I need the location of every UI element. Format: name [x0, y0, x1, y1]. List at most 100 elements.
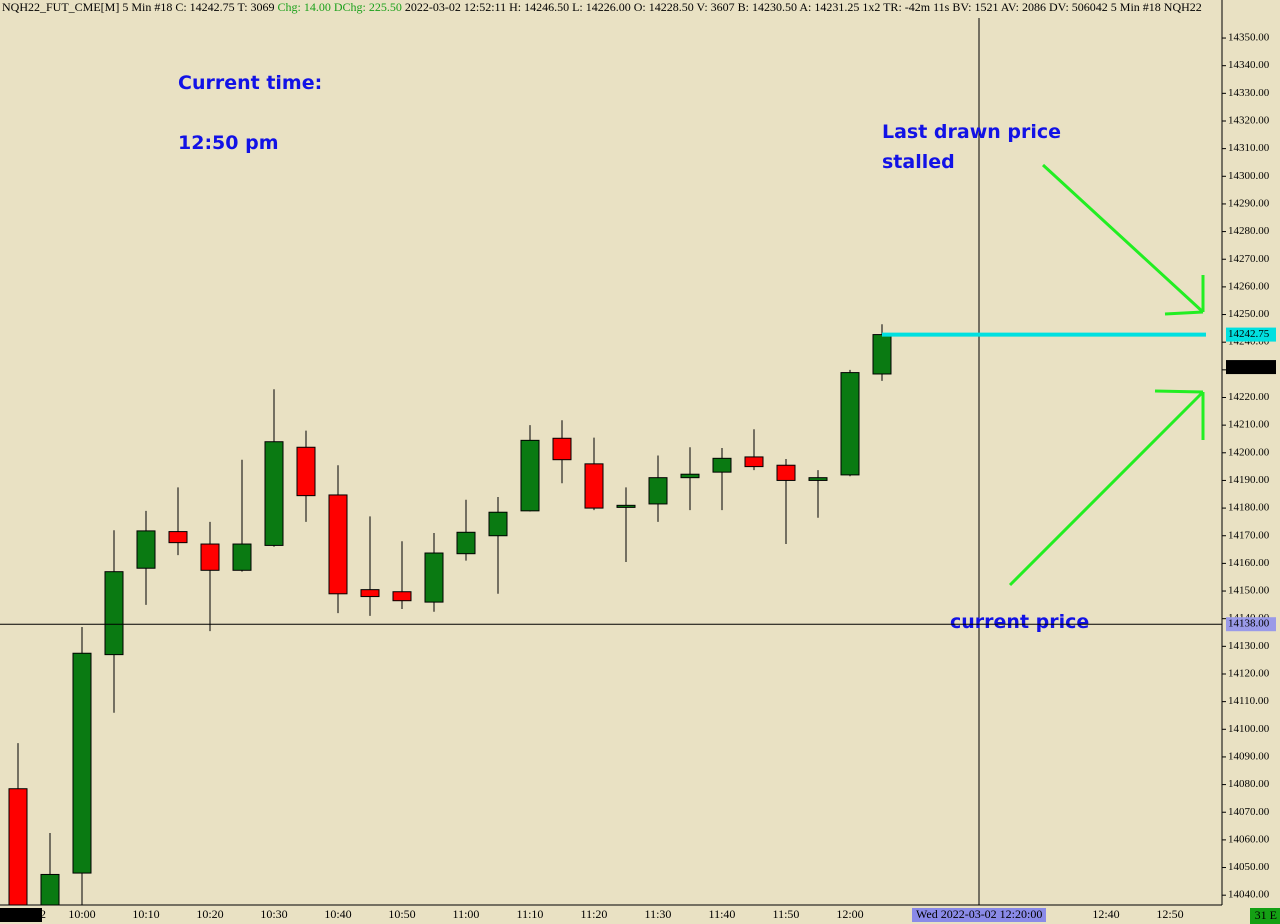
y-tick-label: 14110.00 — [1228, 695, 1269, 707]
y-tick-label: 14250.00 — [1228, 308, 1270, 320]
status-text: NQH22_FUT_CME[M] 5 Min #18 C: 14242.75 T… — [2, 0, 278, 14]
arrow-head — [1164, 310, 1204, 316]
annotation: current price — [950, 611, 1089, 633]
candle-body — [232, 543, 252, 571]
candle-body — [360, 589, 380, 598]
y-tick-label: 14080.00 — [1228, 778, 1270, 790]
price-label-box — [1226, 360, 1276, 375]
y-tick-label: 14310.00 — [1228, 142, 1270, 154]
y-tick-label: 14330.00 — [1228, 87, 1270, 99]
arrow-head — [1154, 389, 1204, 394]
x-tick-label: 10:00 — [68, 907, 95, 921]
annotation: stalled — [882, 151, 955, 173]
status-text: 2022-03-02 12:52:11 H: 14246.50 L: 14226… — [405, 0, 1202, 14]
arrow — [1008, 390, 1205, 587]
candle-body — [296, 446, 316, 497]
x-tick-label: 12:00 — [836, 907, 863, 921]
x-tick-label: 10:20 — [196, 907, 223, 921]
candle-body — [776, 464, 796, 481]
x-tick-label: 11:00 — [453, 907, 480, 921]
y-tick-label: 14270.00 — [1228, 253, 1270, 265]
x-tick-label: 10:10 — [132, 907, 159, 921]
candle-body — [456, 531, 476, 555]
y-tick-label: 14220.00 — [1228, 391, 1270, 403]
annotation: Current time: — [178, 72, 322, 94]
y-tick-label: 14150.00 — [1228, 585, 1270, 597]
y-tick-label: 14290.00 — [1228, 197, 1270, 209]
candle-body — [264, 441, 284, 546]
x-tick-label: 2022-3-2 — [2, 907, 46, 921]
x-tick-label: 12:50 — [1156, 907, 1183, 921]
y-tick-label: 14180.00 — [1228, 502, 1270, 514]
price-label: 14138.00 — [1228, 618, 1270, 630]
y-tick-label: 14280.00 — [1228, 225, 1270, 237]
bar-counter: 31 E — [1255, 908, 1277, 922]
arrows — [1008, 163, 1205, 587]
candle-body — [136, 530, 156, 569]
y-tick-label: 14200.00 — [1228, 446, 1270, 458]
arrow — [1041, 163, 1205, 314]
x-tick-label: 11:10 — [517, 907, 544, 921]
x-tick-label: 12:40 — [1092, 907, 1119, 921]
y-tick-label: 14090.00 — [1228, 750, 1270, 762]
candle-body — [840, 372, 860, 476]
candle-body — [648, 477, 668, 505]
y-tick-label: 14050.00 — [1228, 861, 1270, 873]
y-tick-label: 14160.00 — [1228, 557, 1270, 569]
y-tick-label: 14060.00 — [1228, 833, 1270, 845]
candle-body — [744, 456, 764, 468]
candle-body — [392, 591, 412, 602]
candle-body — [424, 552, 444, 603]
y-tick-label: 14040.00 — [1228, 889, 1270, 901]
y-tick-label: 14210.00 — [1228, 419, 1270, 431]
candle-body — [72, 652, 92, 874]
y-tick-label: 14340.00 — [1228, 59, 1270, 71]
y-tick-label: 14190.00 — [1228, 474, 1270, 486]
candle-body — [680, 473, 700, 479]
candle-body — [168, 531, 188, 544]
price-label-box — [1226, 327, 1276, 342]
candle-body — [8, 788, 28, 905]
candle-body — [872, 334, 892, 375]
plot-area — [8, 324, 892, 905]
candle-body — [104, 571, 124, 656]
price-label: 14231.00 — [1228, 361, 1270, 373]
bar-counter-box — [1250, 908, 1280, 924]
y-tick-label: 14130.00 — [1228, 640, 1270, 652]
annotation: Last drawn price — [882, 121, 1061, 143]
candle-body — [40, 873, 60, 905]
status-text: Chg: 14.00 DChg: 225.50 — [278, 0, 405, 14]
candle-body — [808, 477, 828, 481]
annotation: 12:50 pm — [178, 132, 279, 154]
price-label: 14242.75 — [1228, 328, 1270, 340]
y-tick-label: 14070.00 — [1228, 806, 1270, 818]
y-tick-label: 14170.00 — [1228, 529, 1270, 541]
x-tick-label: 11:40 — [709, 907, 736, 921]
x-tick-label: 11:50 — [773, 907, 800, 921]
y-tick-label: 14300.00 — [1228, 170, 1270, 182]
candle-body — [520, 439, 540, 512]
candle-body — [488, 511, 508, 537]
status-bar: NQH22_FUT_CME[M] 5 Min #18 C: 14242.75 T… — [2, 0, 1202, 14]
crosshair-time-box — [912, 908, 1046, 922]
y-tick-label: 14260.00 — [1228, 280, 1270, 292]
x-tick-label: 11:30 — [645, 907, 672, 921]
candle-body — [552, 437, 572, 461]
x-tick-label: 11:20 — [581, 907, 608, 921]
candle-body — [200, 543, 220, 571]
y-tick-label: 14350.00 — [1228, 32, 1270, 44]
price-label-box — [1226, 617, 1276, 632]
candle-body — [328, 494, 348, 595]
candle-body — [616, 504, 636, 508]
crosshair-time: Wed 2022-03-02 12:20:00 — [916, 907, 1042, 921]
y-tick-label: 14320.00 — [1228, 115, 1270, 127]
date-label-box — [0, 908, 42, 922]
candle-body — [712, 457, 732, 473]
x-tick-label: 10:30 — [260, 907, 287, 921]
y-tick-label: 14100.00 — [1228, 723, 1270, 735]
y-tick-label: 14120.00 — [1228, 668, 1270, 680]
x-tick-label: 10:50 — [388, 907, 415, 921]
